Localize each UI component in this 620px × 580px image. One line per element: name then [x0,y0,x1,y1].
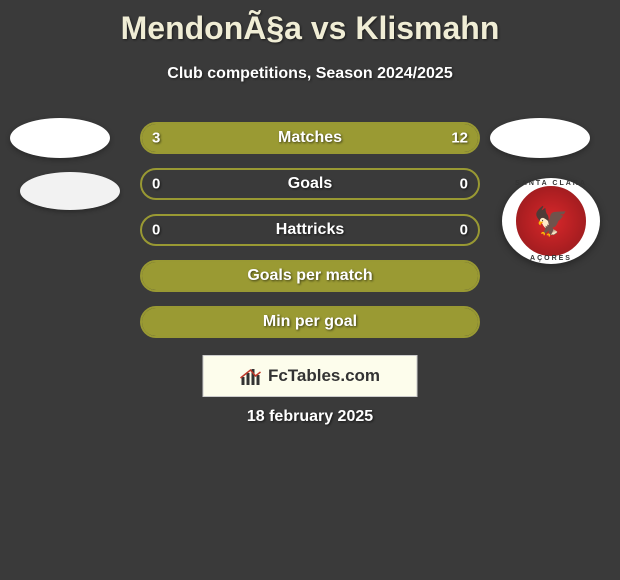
stat-row-matches: 3 Matches 12 [140,122,480,154]
stat-value-left: 0 [152,222,160,239]
stat-label: Min per goal [263,313,357,331]
bar-chart-icon [240,365,262,387]
stat-row-min-per-goal: Min per goal [140,306,480,338]
crest-emblem: 🦅 [513,183,589,259]
crest-bottom-text: AÇORES [530,255,572,262]
player-1-avatar [10,118,110,158]
source-logo[interactable]: FcTables.com [203,355,418,397]
crest-top-text: SANTA CLARA [515,180,587,187]
player-1-club-placeholder [20,172,120,210]
stat-value-left: 3 [152,130,160,147]
source-logo-label: FcTables.com [268,366,380,386]
stat-label: Goals per match [247,267,372,285]
comparison-date: 18 february 2025 [247,408,373,426]
comparison-title: MendonÃ§a vs Klismahn [0,0,620,47]
player-2-avatar [490,118,590,158]
stats-container: 3 Matches 12 0 Goals 0 0 Hattricks 0 Goals per ma… [140,122,480,352]
stat-value-right: 12 [451,130,468,147]
stat-row-hattricks: 0 Hattricks 0 [140,214,480,246]
stat-fill-right [209,124,478,152]
stat-label: Hattricks [276,221,344,239]
stat-value-right: 0 [460,222,468,239]
player-2-club-crest: SANTA CLARA 🦅 AÇORES [502,178,600,264]
stat-label: Matches [278,129,342,147]
stat-value-left: 0 [152,176,160,193]
stat-value-right: 0 [460,176,468,193]
stat-row-goals: 0 Goals 0 [140,168,480,200]
comparison-subtitle: Club competitions, Season 2024/2025 [0,65,620,83]
stat-row-goals-per-match: Goals per match [140,260,480,292]
stat-label: Goals [288,175,332,193]
